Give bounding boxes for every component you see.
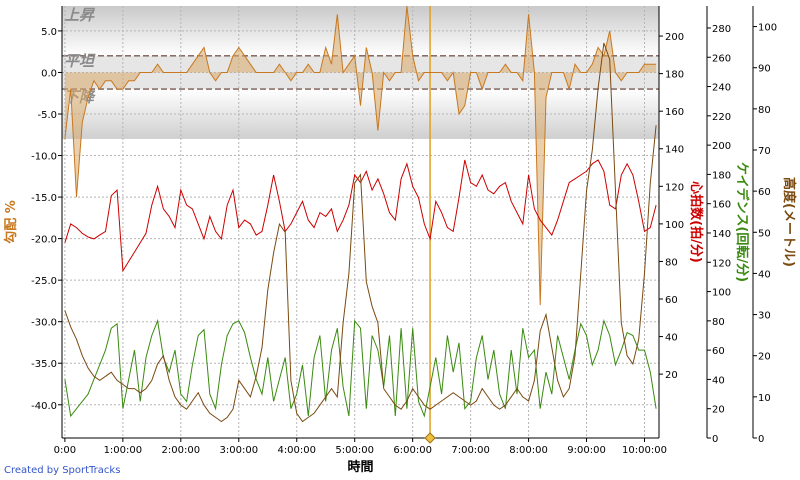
elevation-tick-label-9: 10	[758, 393, 771, 404]
x-tick-label-8: 8:00:00	[509, 445, 548, 456]
hr-tick-label-8: 40	[665, 333, 678, 344]
hr-tick-label-0: 200	[665, 32, 684, 43]
cadence-tick-label-1: 260	[712, 53, 731, 64]
grade-tick-label-7: -30.0	[31, 318, 57, 329]
x-tick-label-0: 0:00	[54, 445, 76, 456]
hr-tick-label-4: 120	[665, 182, 684, 193]
x-tick-label-6: 6:00:00	[393, 445, 432, 456]
grade-axis-title: 勾配 %	[3, 200, 19, 244]
elevation-tick-label-4: 60	[758, 187, 771, 198]
grid	[62, 6, 659, 438]
elevation-tick-label-3: 70	[758, 146, 771, 157]
grade-tick-label-3: -10.0	[31, 152, 57, 163]
elevation-axis-title: 高度(メートル)	[781, 177, 797, 267]
elevation-tick-label-6: 40	[758, 269, 771, 280]
elevation-tick-label-7: 30	[758, 311, 771, 322]
band-label-upper: 上昇	[64, 6, 96, 24]
cadence-tick-label-9: 100	[712, 288, 731, 299]
x-axis-title: 時間	[347, 459, 373, 475]
cadence-tick-label-5: 180	[712, 170, 731, 181]
elevation-tick-label-5: 50	[758, 228, 771, 239]
cadence-tick-label-0: 280	[712, 24, 731, 35]
grade-tick-label-5: -20.0	[31, 235, 57, 246]
cadence-tick-label-7: 140	[712, 229, 731, 240]
axes: 0:00 1:00:00 2:00:00 3:00:00 4:00:00 5:00:00 6…	[31, 6, 777, 456]
grade-tick-label-8: -35.0	[31, 359, 57, 370]
axis-labels: 勾配 % 心拍数(拍/分) ケイデンス(回転/分) 高度(メートル) 時間	[3, 162, 797, 475]
hr-tick-label-6: 80	[665, 257, 678, 268]
cadence-tick-label-3: 220	[712, 112, 731, 123]
grade-tick-label-1: 0.0	[41, 68, 57, 79]
x-tick-label-9: 9:00:00	[567, 445, 606, 456]
x-tick-label-2: 2:00:00	[162, 445, 201, 456]
hr-tick-label-9: 20	[665, 370, 678, 381]
cadence-tick-label-11: 60	[712, 346, 725, 357]
band-label-flat: 平坦	[64, 52, 96, 70]
cadence-tick-label-2: 240	[712, 83, 731, 94]
grade-tick-label-4: -15.0	[31, 193, 57, 204]
cadence-axis-title: ケイデンス(回転/分)	[734, 162, 750, 282]
cadence-tick-label-10: 80	[712, 317, 725, 328]
hr-axis-title: 心拍数(拍/分)	[688, 181, 704, 263]
hr-tick-label-5: 100	[665, 220, 684, 231]
series-line-2	[64, 318, 657, 418]
cadence-tick-label-4: 200	[712, 141, 731, 152]
cadence-tick-label-12: 40	[712, 375, 725, 386]
series-line-3	[64, 42, 657, 423]
elevation-tick-label-8: 20	[758, 352, 771, 363]
hr-tick-label-2: 160	[665, 107, 684, 118]
elevation-tick-label-2: 80	[758, 105, 771, 116]
plot-series	[64, 5, 657, 423]
x-tick-label-10: 10:00:00	[622, 445, 667, 456]
x-tick-label-5: 5:00:00	[335, 445, 374, 456]
series-line-0	[64, 5, 657, 306]
cadence-tick-label-8: 120	[712, 258, 731, 269]
cadence-tick-label-13: 20	[712, 405, 725, 416]
hr-tick-label-1: 180	[665, 70, 684, 81]
grade-tick-label-0: 5.0	[41, 27, 57, 38]
cursor-marker	[424, 432, 436, 444]
cadence-tick-label-14: 0	[712, 434, 718, 445]
x-tick-label-4: 4:00:00	[277, 445, 316, 456]
elevation-tick-label-10: 0	[758, 434, 764, 445]
grade-fill	[64, 6, 657, 306]
elevation-tick-label-0: 100	[758, 23, 777, 34]
x-tick-label-1: 1:00:00	[104, 445, 143, 456]
hr-tick-label-7: 60	[665, 295, 678, 306]
credit-text: Created by SportTracks	[4, 465, 121, 476]
elevation-tick-label-1: 90	[758, 64, 771, 75]
x-tick-label-7: 7:00:00	[451, 445, 490, 456]
grade-tick-label-6: -25.0	[31, 276, 57, 287]
x-tick-label-3: 3:00:00	[220, 445, 259, 456]
hr-tick-label-3: 140	[665, 145, 684, 156]
grade-tick-label-2: -5.0	[37, 110, 57, 121]
cadence-tick-label-6: 160	[712, 200, 731, 211]
grade-tick-label-9: -40.0	[31, 401, 57, 412]
